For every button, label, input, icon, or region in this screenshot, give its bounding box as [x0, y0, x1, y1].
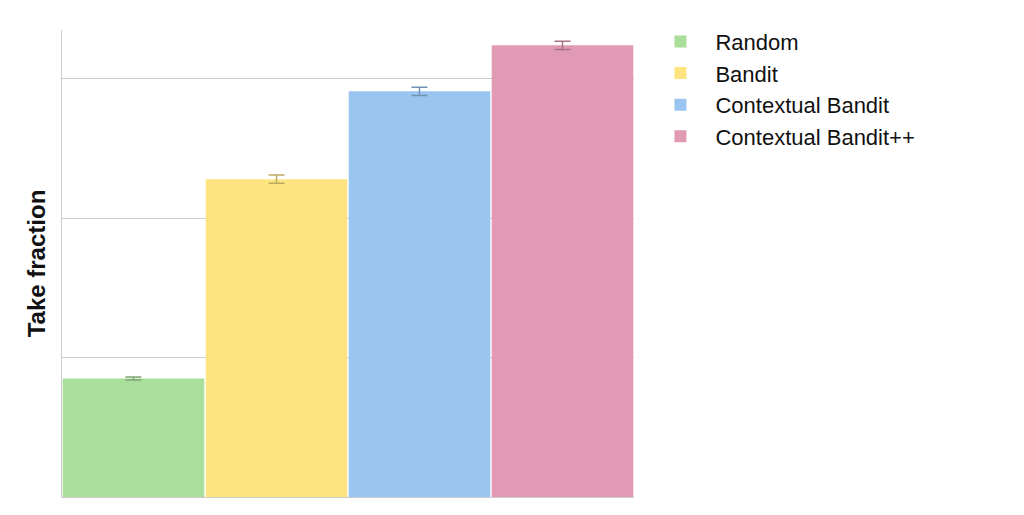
- svg-text:Take fraction: Take fraction: [23, 190, 50, 338]
- svg-text:Contextual Bandit: Contextual Bandit: [715, 93, 889, 118]
- svg-text:Contextual Bandit++: Contextual Bandit++: [715, 125, 914, 150]
- svg-text:Bandit: Bandit: [715, 62, 777, 87]
- svg-text:Random: Random: [715, 30, 798, 55]
